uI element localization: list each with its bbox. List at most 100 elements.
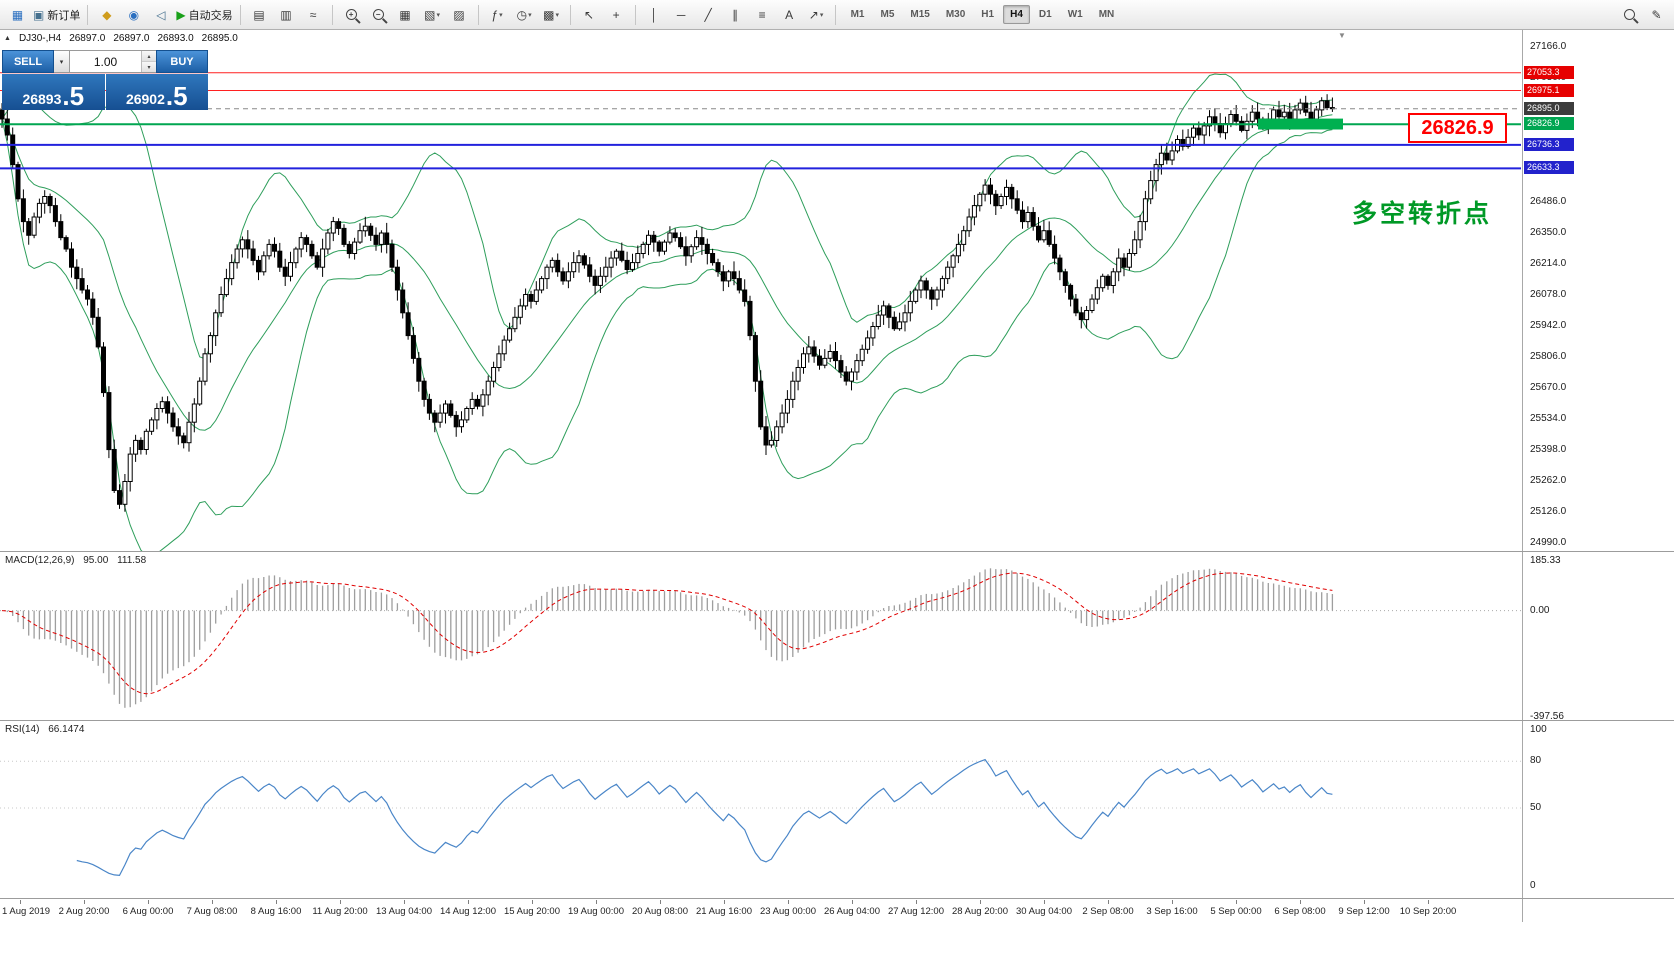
time-axis-label: 9 Sep 12:00 [1338,906,1390,917]
alerts-button[interactable]: ◁ [147,4,174,26]
channel-button[interactable]: ∥ [722,4,749,26]
toolbar-separator [634,4,636,25]
search-button[interactable] [1616,4,1643,26]
chart-window-button[interactable]: ▦ [4,4,31,26]
time-axis-label: 1 Aug 2019 [2,906,51,917]
arrows-tool-button[interactable]: ↗ ▾ [803,4,830,26]
ohlc-low: 26893.0 [157,33,194,44]
time-tick [1300,900,1301,904]
price-axis-label: 25670.0 [1530,382,1567,393]
templates-icon: ▩ [543,7,555,22]
timeframe-m30[interactable]: M30 [945,9,966,20]
periods-button[interactable]: ◷ ▾ [511,4,538,26]
cursor-button[interactable]: ↖ [576,4,603,26]
lot-size-input[interactable] [70,51,141,72]
zoom-out-button[interactable]: − [365,4,392,26]
templates-button[interactable]: ▩ ▾ [538,4,565,26]
time-axis-label: 27 Aug 12:00 [888,906,944,917]
timeframe-m15[interactable]: M15 [910,9,930,20]
new-order-button[interactable]: ▣ 新订单 [31,4,82,26]
chevron-down-icon: ▾ [555,11,559,19]
toolbar-separator [569,4,571,25]
rsi-label: RSI(14) 66.1474 [5,724,90,735]
sell-price[interactable]: 26893 .5 [2,74,105,110]
toolbar-separator [331,4,333,25]
time-axis-label: 2 Aug 20:00 [58,906,110,917]
price-axis-label: 26486.0 [1530,196,1567,207]
rsi-axis-label: 100 [1530,724,1547,735]
chevron-down-icon: ▾ [436,11,440,19]
order-type-dropdown[interactable]: ▾ [54,50,70,73]
sell-button[interactable]: SELL [2,50,54,73]
auto-arrange-button[interactable]: ▧ ▾ [419,4,446,26]
time-axis-label: 30 Aug 04:00 [1016,906,1072,917]
text-tool-icon: A [785,7,794,22]
stepper-down-icon[interactable]: ▾ [142,62,156,72]
time-tick [212,900,213,904]
panel-divider[interactable] [0,720,1674,721]
rsi-name: RSI(14) [5,724,40,735]
time-axis-label: 19 Aug 00:00 [568,906,624,917]
zoom-in-button[interactable]: + [338,4,365,26]
edit-button[interactable]: ✎ [1643,4,1670,26]
price-axis[interactable]: 27166.027030.026486.026350.026214.026078… [1522,30,1674,922]
time-tick [1172,900,1173,904]
macd-panel[interactable] [0,553,1521,720]
bar-chart-type-button[interactable]: ▤ [246,4,273,26]
market-watch-button[interactable]: ◉ [120,4,147,26]
stepper-up-icon[interactable]: ▴ [142,51,156,62]
crosshair-button[interactable]: + [603,4,630,26]
main-chart[interactable] [0,30,1521,551]
timeframe-mn[interactable]: MN [1098,9,1115,20]
chart-symbol-period: DJ30-,H4 [18,33,62,44]
price-axis-label: 25942.0 [1530,320,1567,331]
vertical-line-button[interactable]: │ [641,4,668,26]
panel-divider[interactable] [0,898,1674,899]
toolbar-separator [834,4,836,25]
buy-button[interactable]: BUY [156,50,208,73]
crosshair-icon: + [612,7,620,22]
time-axis-label: 21 Aug 16:00 [696,906,752,917]
zoom-out-icon: − [372,9,384,20]
tile-windows-button[interactable]: ▦ [392,4,419,26]
chart-ohlc-bar: ▲ DJ30-,H4 26897.0 26897.0 26893.0 26895… [4,33,238,44]
time-tick [788,900,789,904]
grid-button[interactable]: ▨ [446,4,473,26]
buy-price[interactable]: 26902 .5 [105,74,208,110]
timeframe-m1[interactable]: M1 [850,9,865,20]
timeframe-w1[interactable]: W1 [1067,9,1083,20]
time-axis-label: 26 Aug 04:00 [824,906,880,917]
price-axis-label: 25398.0 [1530,444,1567,455]
chevron-down-icon: ▾ [499,11,503,19]
new-order-label: 新订单 [47,9,81,22]
timeframe-h1[interactable]: H1 [981,9,995,20]
tile-windows-icon: ▦ [399,7,411,22]
autotrade-button[interactable]: ▶ 自动交易 [174,4,234,26]
timeframe-d1[interactable]: D1 [1038,9,1052,20]
chevron-down-icon: ▾ [528,11,532,19]
panel-divider[interactable] [0,551,1674,552]
timeframe-group: M1 M5 M15 M30 H1 H4 D1 W1 MN [843,5,1123,24]
rsi-panel[interactable] [0,722,1521,898]
new-order-icon: ▣ [33,7,45,22]
macd-label: MACD(12,26,9) 95.00 111.58 [5,555,152,566]
indicators-button[interactable]: ƒ ▾ [484,4,511,26]
time-tick [1044,900,1045,904]
scroll-end-icon[interactable]: ▼ [1338,31,1346,40]
clock-icon: ◷ [516,7,528,22]
horizontal-line-button[interactable]: ─ [668,4,695,26]
fibonacci-button[interactable]: ≡ [749,4,776,26]
trendline-button[interactable]: ╱ [695,4,722,26]
line-chart-type-button[interactable]: ≈ [300,4,327,26]
ohlc-close: 26895.0 [201,33,238,44]
time-axis[interactable]: 1 Aug 2019 2 Aug 20:00 6 Aug 00:00 7 Aug 08… [0,900,1522,924]
profile-button[interactable]: ◆ [93,4,120,26]
oneclick-collapse-icon[interactable]: ▲ [4,35,11,42]
candle-chart-type-button[interactable]: ▥ [273,4,300,26]
time-tick [1236,900,1237,904]
timeframe-m5[interactable]: M5 [880,9,895,20]
text-tool-button[interactable]: A [776,4,803,26]
rsi-axis-label: 50 [1530,802,1542,813]
timeframe-h4[interactable]: H4 [1003,5,1030,24]
rsi-axis-label: 0 [1530,880,1536,891]
